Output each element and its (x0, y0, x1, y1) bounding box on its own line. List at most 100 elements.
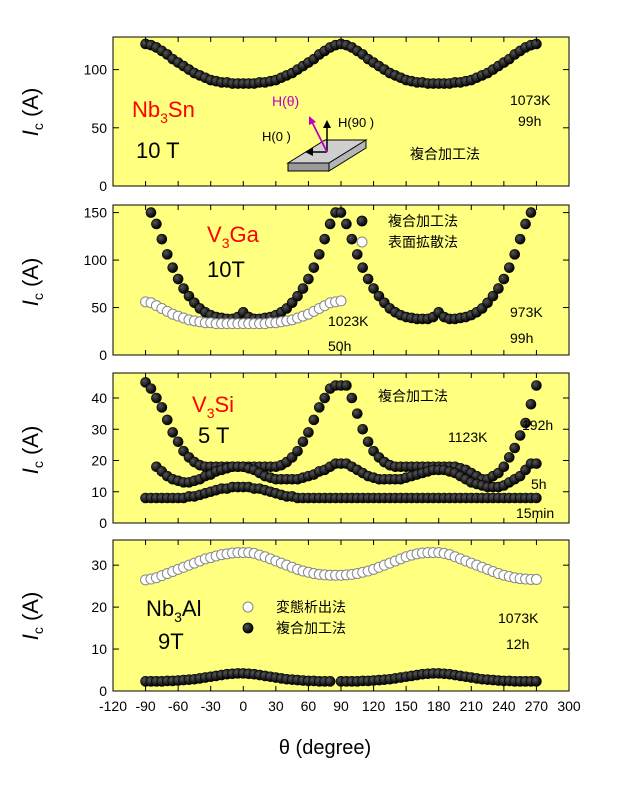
data-point-filled (487, 290, 499, 302)
material-label: V3Ga (207, 222, 260, 251)
panel-v3ga: 0 50 100 150 Ic (A) V3Ga 10T 1023K 50h 973K… (18, 204, 570, 363)
data-point-filled (351, 408, 363, 419)
y-axis-label: Ic (A) (18, 88, 46, 137)
y-tick-label: 20 (91, 599, 107, 615)
y-tick-label: 150 (84, 205, 108, 221)
x-tick-label: 120 (362, 698, 386, 714)
data-point-filled (145, 383, 157, 394)
material-rest: Si (214, 392, 234, 417)
data-point-filled (525, 398, 537, 410)
data-point-filled (503, 262, 515, 273)
h0-arrow-head (305, 148, 313, 156)
x-tick-label: 60 (301, 698, 317, 714)
data-point-filled (520, 218, 531, 230)
data-point-filled (303, 427, 314, 438)
y-tick-label: 30 (91, 557, 107, 573)
y-tick-label: 0 (99, 683, 107, 699)
series-複合加工法 (140, 38, 542, 89)
data-point-filled (172, 273, 184, 285)
data-point-filled (493, 283, 504, 294)
x-tick-label: 240 (492, 698, 516, 714)
y-tick-label: 30 (91, 421, 107, 437)
y-tick-label: 0 (99, 515, 107, 531)
data-point-open (530, 573, 542, 585)
material-base: V (192, 392, 207, 417)
data-point-open (335, 295, 347, 307)
h90-label: H(90 ) (338, 115, 374, 130)
sample-tape-side (328, 139, 367, 172)
temperature-label: 973K (510, 304, 543, 320)
material-rest: Ga (229, 222, 259, 247)
series-表面拡散法 (140, 295, 347, 330)
data-point-filled (531, 380, 542, 391)
y-tick-label: 50 (91, 300, 107, 316)
data-point-filled (151, 218, 162, 230)
x-tick-label: 180 (427, 698, 451, 714)
data-point-filled (324, 676, 336, 687)
material-rest: Sn (168, 97, 195, 122)
data-point-filled (292, 445, 303, 457)
x-tick-label: 90 (333, 698, 349, 714)
data-point-filled (503, 452, 515, 463)
material-base: Nb (132, 97, 160, 122)
panel-nb3al: 0 10 20 30 Ic (A) Nb3Al 9T 1073K 12h 変態析出法 … (18, 539, 570, 699)
data-point-filled (368, 283, 379, 294)
data-point-filled (313, 402, 325, 413)
time-label: 99h (510, 330, 533, 346)
material-label: Nb3Sn (132, 97, 195, 126)
data-point-filled (156, 233, 168, 245)
data-point-filled (346, 392, 358, 404)
data-point-filled (531, 492, 542, 504)
series-複合加工法 (140, 668, 542, 687)
legend-marker-filled (242, 622, 254, 634)
h90-arrow-head (323, 120, 331, 128)
x-tick-label: -90 (135, 698, 155, 714)
y-tick-label: 50 (91, 120, 107, 136)
data-point-filled (161, 414, 173, 426)
h-theta-arrow-head (309, 116, 316, 125)
series-5h (151, 458, 542, 493)
x-tick-label: 270 (525, 698, 549, 714)
method-label: 複合加工法 (378, 388, 448, 404)
legend-label: 変態析出法 (276, 599, 346, 615)
material-rest: Al (182, 596, 202, 621)
x-axis-title: θ (degree) (279, 737, 371, 759)
material-base: Nb (146, 596, 174, 621)
data-point-filled (297, 436, 309, 448)
data-point-filled (167, 262, 179, 273)
y-tick-label: 0 (99, 347, 107, 363)
data-point-filled (341, 380, 352, 391)
data-point-filled (346, 233, 358, 245)
x-tick-label: 300 (557, 698, 581, 714)
data-point-filled (303, 273, 314, 285)
data-point-filled (520, 417, 531, 429)
data-point-filled (172, 436, 184, 448)
y-tick-label: 10 (91, 484, 107, 500)
data-point-filled (514, 233, 526, 245)
y-tick-label: 20 (91, 453, 107, 469)
time-label: 192h (522, 417, 553, 433)
temperature-label: 1123K (448, 429, 488, 445)
y-tick-label: 0 (99, 178, 107, 194)
data-point-filled (308, 414, 320, 426)
field-label: 10T (207, 257, 245, 282)
time-label: 99h (518, 113, 541, 129)
field-direction-inset: H(θ) H(0 ) H(90 ) (262, 93, 374, 172)
data-point-filled (167, 427, 179, 438)
data-point-filled (341, 218, 352, 230)
legend: 複合加工法 表面拡散法 (356, 213, 458, 250)
y-axis-label: Ic (A) (18, 258, 46, 307)
data-point-filled (145, 207, 157, 218)
x-tick-label: 30 (268, 698, 284, 714)
h0-label: H(0 ) (262, 129, 291, 144)
legend-label: 表面拡散法 (388, 234, 458, 250)
legend-marker-open (356, 236, 368, 248)
temperature-label: 1073K (510, 92, 551, 108)
series-変態析出法 (140, 547, 542, 586)
data-point-filled (498, 461, 510, 473)
data-point-filled (161, 249, 173, 260)
data-point-filled (313, 249, 325, 260)
data-point-filled (357, 423, 369, 435)
legend-label: 複合加工法 (388, 213, 458, 229)
material-sub: 3 (174, 609, 182, 625)
